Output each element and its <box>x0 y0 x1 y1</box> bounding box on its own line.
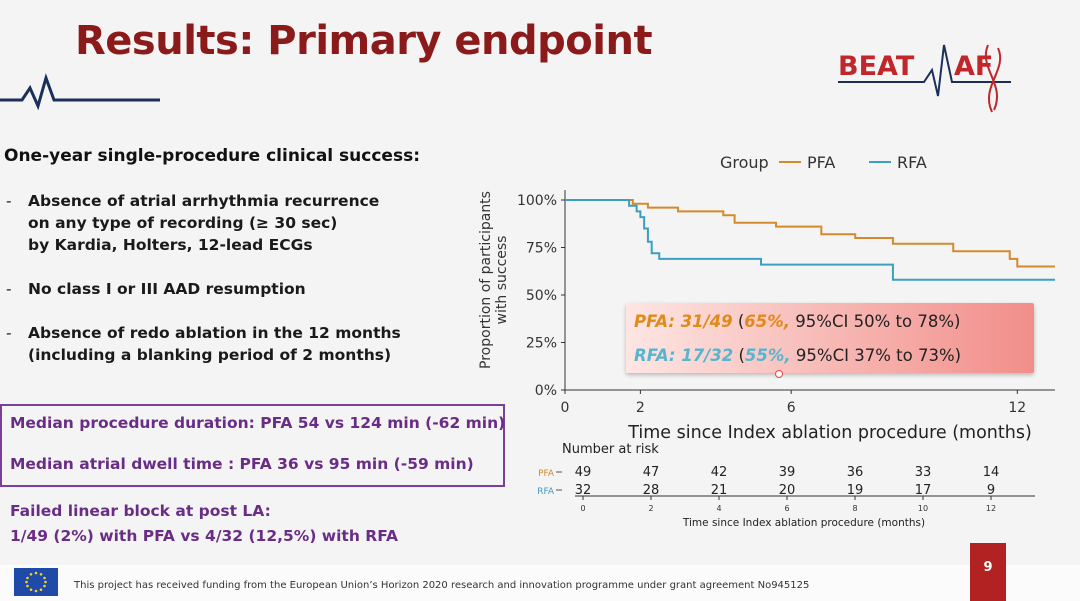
callout-rfa-ci: 95%CI 37% to 73%) <box>790 346 962 365</box>
y-axis-label: Proportion of participants <box>478 191 494 369</box>
funding-notice: This project has received funding from t… <box>74 580 810 591</box>
bullet-line: No class I or III AAD resumption <box>28 280 306 298</box>
risk-x-tick-label: 4 <box>716 504 721 513</box>
callout-rfa-open: ( <box>733 346 745 365</box>
y-tick-label: 25% <box>526 336 557 352</box>
legend-title: Group <box>720 153 769 172</box>
bullet-dash: - <box>6 280 12 298</box>
slide-title: Results: Primary endpoint <box>75 18 653 64</box>
bullet-dash: - <box>6 324 12 342</box>
risk-row-label-rfa: RFA <box>537 487 555 497</box>
footer-bar <box>0 565 1080 601</box>
median-procedure-duration: Median procedure duration: PFA 54 vs 124… <box>10 414 506 432</box>
risk-value: 20 <box>779 483 796 498</box>
risk-x-tick-label: 12 <box>986 504 996 513</box>
y-axis-label: with success <box>494 236 510 325</box>
bullet-line: (including a blanking period of 2 months… <box>28 346 392 364</box>
risk-value: 36 <box>847 465 864 480</box>
risk-value: 28 <box>643 483 660 498</box>
risk-value: 19 <box>847 483 864 498</box>
x-tick-label: 2 <box>636 400 645 416</box>
failed-block-heading: Failed linear block at post LA: <box>10 502 271 520</box>
risk-x-tick-label: 8 <box>852 504 857 513</box>
risk-value: 21 <box>711 483 728 498</box>
risk-x-axis-label: Time since Index ablation procedure (mon… <box>682 517 925 529</box>
bullet-line: on any type of recording (≥ 30 sec) <box>28 214 338 232</box>
callout-pfa-line: PFA: 31/49 (65%, 95%CI 50% to 78%) <box>634 312 960 331</box>
series-line-rfa <box>565 199 1055 281</box>
y-tick-label: 0% <box>535 383 557 399</box>
callout-rfa-line: RFA: 17/32 (55%, 95%CI 37% to 73%) <box>634 346 961 365</box>
risk-x-tick-label: 0 <box>580 504 585 513</box>
risk-value: 42 <box>711 465 728 480</box>
risk-x-tick-label: 2 <box>648 504 653 513</box>
y-tick-label: 75% <box>526 241 557 257</box>
section-heading: One-year single-procedure clinical succe… <box>4 146 420 166</box>
pointer-dot <box>775 370 783 378</box>
pulse-line-decoration <box>0 73 160 110</box>
failed-block-values: 1/49 (2%) with PFA vs 4/32 (12,5%) with … <box>10 527 399 545</box>
risk-x-tick-label: 10 <box>918 504 928 513</box>
logo-text-beat: BEAT <box>838 51 915 82</box>
risk-value: 33 <box>915 465 932 480</box>
callout-pfa-open: ( <box>732 312 745 331</box>
risk-value: 32 <box>575 483 592 498</box>
callout-pfa-label: PFA: 31/49 <box>634 312 733 331</box>
bullet-line: Absence of atrial arrhythmia recurrence <box>28 192 380 210</box>
x-tick-label: 0 <box>561 400 570 416</box>
risk-x-tick-label: 6 <box>784 504 789 513</box>
beat-af-logo: BEAT AF <box>838 44 1011 113</box>
risk-value: 39 <box>779 465 796 480</box>
callout-rfa-label: RFA: 17/32 <box>634 346 734 365</box>
y-tick-label: 100% <box>517 193 557 209</box>
x-tick-label: 6 <box>787 400 796 416</box>
bullet-dash: - <box>6 192 12 210</box>
risk-value: 14 <box>983 465 1000 480</box>
risk-value: 47 <box>643 465 660 480</box>
x-axis-label: Time since Index ablation procedure (mon… <box>627 423 1032 443</box>
risk-row-label-pfa: PFA <box>538 469 555 479</box>
callout-rfa-pct: 55%, <box>744 346 791 365</box>
callout-pfa-ci: 95%CI 50% to 78%) <box>790 312 961 331</box>
risk-value: 17 <box>915 483 932 498</box>
median-atrial-dwell-time: Median atrial dwell time : PFA 36 vs 95 … <box>10 455 474 473</box>
eu-flag-icon <box>14 568 58 596</box>
kaplan-meier-chart: Group PFA RFA 0% 25% 50% 75% 100% 0 2 6 12 Proportio… <box>478 153 1055 529</box>
callout-pfa-pct: 65%, <box>744 312 791 331</box>
risk-value: 49 <box>575 465 592 480</box>
page-number: 9 <box>970 543 1006 601</box>
procedure-stats-box <box>0 404 505 487</box>
legend-label-pfa: PFA <box>807 153 835 172</box>
bullet-line: Absence of redo ablation in the 12 month… <box>28 324 401 342</box>
x-tick-label: 12 <box>1008 400 1026 416</box>
bullet-line: by Kardia, Holters, 12-lead ECGs <box>28 236 313 254</box>
results-callout <box>626 303 1034 373</box>
legend-label-rfa: RFA <box>897 153 927 172</box>
y-tick-label: 50% <box>526 288 557 304</box>
risk-value: 9 <box>987 483 995 498</box>
risk-table-title: Number at risk <box>562 442 659 457</box>
series-line-pfa <box>565 199 1055 268</box>
